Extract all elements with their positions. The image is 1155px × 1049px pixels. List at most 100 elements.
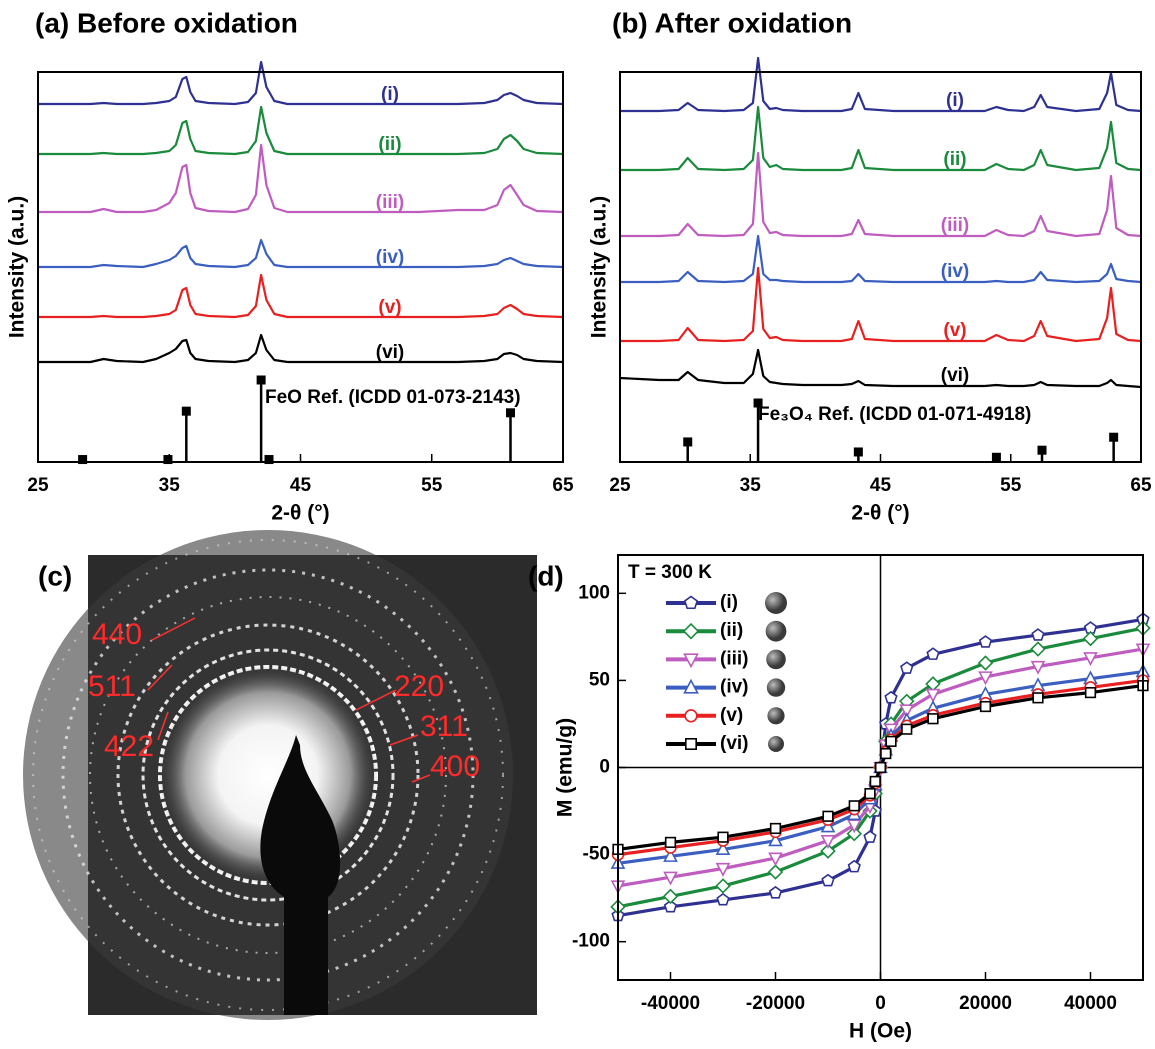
shape-icon bbox=[766, 678, 786, 697]
trace-label: (i) bbox=[946, 90, 964, 111]
marker bbox=[715, 862, 731, 877]
marker bbox=[683, 653, 699, 669]
marker bbox=[767, 864, 784, 880]
reference-marker bbox=[753, 398, 763, 408]
marker bbox=[715, 878, 731, 894]
marker bbox=[880, 747, 892, 760]
y-axis-label: M (emu/g) bbox=[554, 718, 577, 817]
marker bbox=[683, 678, 699, 694]
marker bbox=[768, 852, 783, 867]
y-axis-label: Intensity (a.u.) bbox=[6, 196, 29, 338]
x-tick-label: 65 bbox=[552, 475, 574, 496]
y-tick-label: 50 bbox=[589, 669, 610, 690]
ring-label: 440 bbox=[92, 618, 142, 651]
marker bbox=[848, 800, 860, 812]
legend-label: (iii) bbox=[720, 648, 749, 669]
shape-icon bbox=[765, 592, 787, 614]
ring-label: 311 bbox=[420, 710, 468, 743]
reference-label: Fe₃O₄ Ref. (ICDD 01-071-4918) bbox=[758, 404, 1031, 425]
reference-marker bbox=[506, 408, 515, 418]
marker bbox=[684, 709, 698, 723]
ring-label: 511 bbox=[88, 670, 136, 703]
legend-label: (vi) bbox=[720, 733, 749, 754]
marker bbox=[664, 836, 677, 848]
reference-marker bbox=[991, 452, 1001, 462]
x-tick-label: 35 bbox=[159, 475, 181, 496]
marker bbox=[900, 661, 914, 674]
marker bbox=[682, 622, 700, 640]
marker bbox=[716, 892, 730, 906]
saed-image bbox=[23, 530, 537, 1020]
y-tick-label: -50 bbox=[583, 844, 610, 865]
trace bbox=[38, 333, 564, 364]
reference-marker bbox=[683, 437, 693, 447]
marker bbox=[1083, 652, 1098, 667]
marker bbox=[1084, 687, 1097, 699]
marker bbox=[768, 832, 783, 847]
marker bbox=[977, 655, 994, 671]
shape-icon bbox=[768, 736, 784, 752]
reference-marker bbox=[256, 375, 266, 385]
ring-label: 422 bbox=[104, 730, 154, 763]
shape-icon bbox=[765, 620, 787, 642]
y-axis-label: Intensity (a.u.) bbox=[588, 196, 611, 338]
legend-label: (i) bbox=[720, 592, 738, 613]
trace-label: (vi) bbox=[376, 342, 405, 363]
x-tick-label: 55 bbox=[421, 475, 443, 496]
trace-label: (ii) bbox=[943, 149, 966, 170]
ring-label: 400 bbox=[430, 750, 480, 783]
trace-label: (iv) bbox=[941, 261, 970, 282]
marker bbox=[901, 723, 913, 735]
marker bbox=[683, 595, 699, 610]
chart-title: (d) bbox=[528, 560, 564, 591]
marker bbox=[768, 885, 783, 899]
x-tick-label: 35 bbox=[740, 475, 762, 496]
marker bbox=[820, 835, 836, 849]
x-axis-label: 2-θ (°) bbox=[851, 502, 909, 525]
annotation: T = 300 K bbox=[628, 562, 712, 583]
reference-marker bbox=[181, 406, 191, 416]
trace-label: (vi) bbox=[941, 365, 970, 386]
x-axis-label: H (Oe) bbox=[849, 1020, 912, 1043]
marker bbox=[821, 873, 835, 887]
x-tick-label: 45 bbox=[290, 475, 312, 496]
legend-label: (v) bbox=[720, 705, 743, 726]
marker bbox=[662, 888, 679, 905]
trace bbox=[38, 143, 564, 214]
marker bbox=[663, 871, 678, 886]
marker bbox=[769, 822, 782, 835]
marker bbox=[1082, 630, 1099, 647]
marker bbox=[978, 671, 993, 686]
plot-frame bbox=[37, 71, 564, 463]
marker bbox=[663, 848, 678, 862]
marker bbox=[846, 819, 862, 834]
trace-label: (iii) bbox=[376, 192, 405, 213]
reference-marker bbox=[1037, 445, 1047, 455]
trace bbox=[619, 348, 1142, 389]
x-tick-label: 25 bbox=[609, 475, 631, 496]
marker bbox=[926, 647, 940, 660]
chart-title: (b) After oxidation bbox=[612, 7, 852, 38]
trace-label: (iii) bbox=[941, 215, 970, 236]
marker bbox=[717, 831, 729, 843]
trace bbox=[38, 238, 564, 269]
trace bbox=[620, 234, 1142, 284]
panel-label: (c) bbox=[38, 560, 72, 591]
x-tick-label: -20000 bbox=[746, 993, 805, 1014]
legend-label: (ii) bbox=[720, 620, 743, 641]
marker bbox=[663, 899, 678, 913]
trace bbox=[620, 105, 1142, 172]
marker bbox=[927, 713, 939, 725]
y-tick-label: 0 bbox=[599, 757, 610, 778]
marker bbox=[979, 700, 992, 713]
x-tick-label: 45 bbox=[870, 475, 892, 496]
legend-label: (iv) bbox=[720, 677, 749, 698]
reference-marker bbox=[853, 447, 863, 457]
x-tick-label: -40000 bbox=[641, 993, 700, 1014]
marker bbox=[715, 841, 731, 855]
x-tick-label: 0 bbox=[875, 993, 886, 1014]
trace bbox=[620, 151, 1142, 238]
marker bbox=[684, 737, 697, 750]
trace-label: (ii) bbox=[378, 134, 401, 155]
x-tick-label: 65 bbox=[1130, 475, 1152, 496]
